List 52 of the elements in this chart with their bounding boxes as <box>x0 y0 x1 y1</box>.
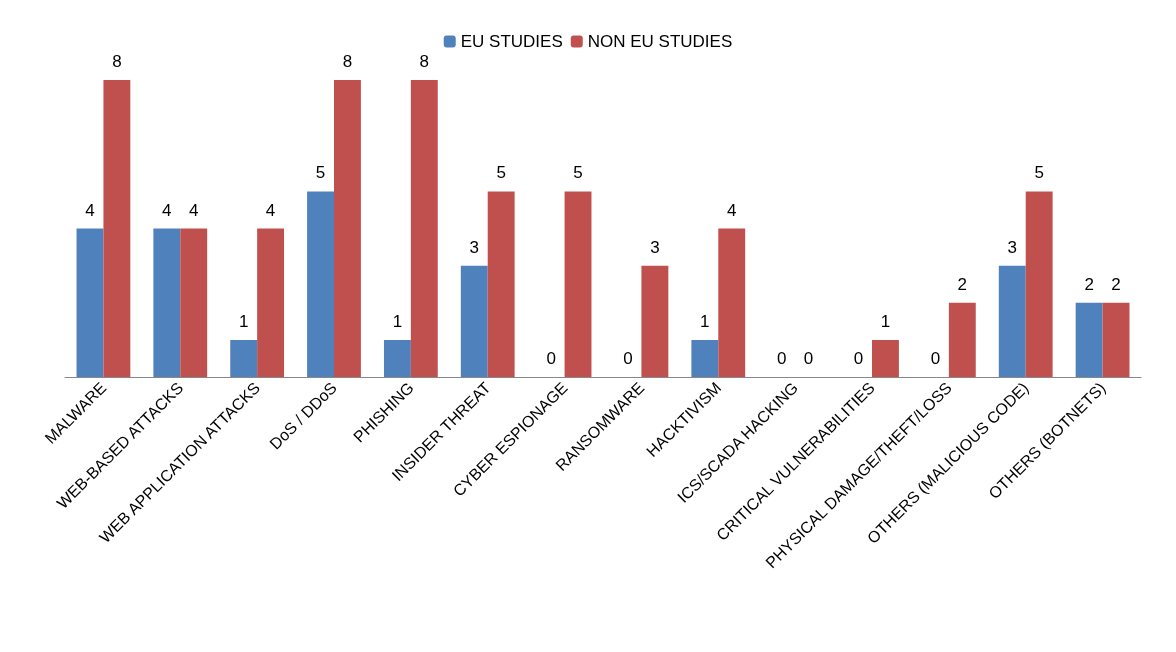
data-label: 1 <box>880 311 891 331</box>
data-label: 3 <box>650 237 660 257</box>
legend-label: NON EU STUDIES <box>587 32 733 51</box>
data-label: 8 <box>419 52 430 71</box>
data-label: 4 <box>162 200 172 220</box>
bar <box>1075 302 1103 377</box>
bar <box>948 302 976 377</box>
data-label: 3 <box>469 237 479 257</box>
data-label: 5 <box>573 163 583 183</box>
bar <box>383 339 411 377</box>
data-label: 0 <box>546 349 556 368</box>
bar <box>153 228 181 377</box>
legend-label: EU STUDIES <box>460 32 563 51</box>
data-label: 0 <box>803 349 814 368</box>
data-label: 1 <box>392 311 403 331</box>
bar <box>998 265 1026 377</box>
bar <box>460 265 488 377</box>
data-label: 5 <box>1034 163 1044 183</box>
data-label: 4 <box>727 200 737 220</box>
bar <box>487 191 515 377</box>
data-label: 1 <box>700 311 710 331</box>
data-label: 2 <box>1084 274 1094 294</box>
bar <box>691 339 719 377</box>
bar <box>1025 191 1053 377</box>
data-label: 1 <box>238 311 249 331</box>
bar <box>257 228 285 377</box>
data-label: 0 <box>930 349 941 368</box>
data-label: 8 <box>342 52 353 71</box>
data-label: 5 <box>496 163 506 183</box>
bar <box>564 191 592 377</box>
data-label: 0 <box>776 349 787 368</box>
data-label: 4 <box>85 200 95 220</box>
data-label: 3 <box>1007 237 1017 257</box>
data-label: 4 <box>189 200 199 220</box>
bar <box>872 339 899 377</box>
bar <box>307 191 334 377</box>
bar <box>334 80 361 377</box>
data-label: 2 <box>957 274 968 294</box>
bar <box>76 228 104 377</box>
bar <box>641 265 669 377</box>
data-label: 4 <box>265 200 276 220</box>
bar <box>180 228 208 377</box>
bar <box>103 80 131 377</box>
bar <box>1102 302 1130 377</box>
data-label: 0 <box>623 349 633 368</box>
bar <box>410 80 438 377</box>
data-label: 8 <box>112 52 122 71</box>
data-label: 0 <box>853 349 864 368</box>
data-label: 2 <box>1111 274 1121 294</box>
data-label: 5 <box>315 163 326 183</box>
bar <box>230 339 258 377</box>
bar <box>718 228 746 377</box>
